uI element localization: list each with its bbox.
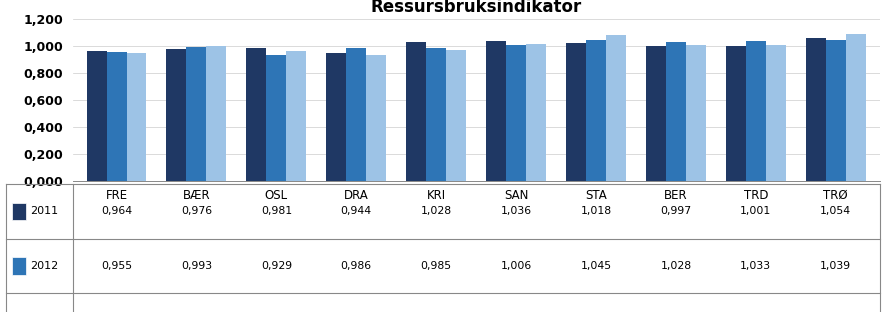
Text: 0,964: 0,964	[101, 206, 132, 217]
Bar	[106, 52, 127, 181]
Bar	[327, 53, 346, 181]
Text: 0,955: 0,955	[101, 261, 132, 271]
Bar	[187, 47, 206, 181]
Bar	[686, 45, 706, 181]
Bar	[566, 43, 586, 181]
Text: 1,054: 1,054	[820, 206, 851, 217]
Text: 0,976: 0,976	[181, 206, 212, 217]
Text: 2011: 2011	[30, 206, 58, 217]
Text: 1,028: 1,028	[420, 206, 451, 217]
Text: 0,993: 0,993	[181, 261, 212, 271]
Bar	[166, 49, 187, 181]
Text: 0,985: 0,985	[420, 261, 451, 271]
Title: Ressursbruksindikator: Ressursbruksindikator	[371, 0, 581, 16]
Bar	[87, 51, 106, 181]
Text: 0,986: 0,986	[341, 261, 372, 271]
Bar	[246, 48, 266, 181]
Bar	[846, 34, 866, 181]
Text: 1,033: 1,033	[740, 261, 772, 271]
Text: 0,929: 0,929	[261, 261, 292, 271]
Bar	[506, 45, 526, 181]
Bar	[805, 38, 826, 181]
Bar	[766, 45, 786, 181]
Bar	[646, 46, 666, 181]
Bar	[726, 46, 746, 181]
Bar	[826, 41, 846, 181]
Text: 1,006: 1,006	[500, 261, 532, 271]
Text: 2012: 2012	[30, 261, 58, 271]
Text: 1,001: 1,001	[740, 206, 772, 217]
Bar	[526, 44, 546, 181]
Bar	[427, 48, 446, 181]
Bar	[746, 41, 766, 181]
Bar	[346, 48, 366, 181]
Text: 0,981: 0,981	[261, 206, 292, 217]
Text: 1,028: 1,028	[660, 261, 691, 271]
Bar	[586, 40, 606, 181]
Bar	[406, 42, 427, 181]
Text: 0,944: 0,944	[341, 206, 372, 217]
Bar	[266, 55, 287, 181]
Text: 1,036: 1,036	[501, 206, 532, 217]
Bar	[127, 53, 147, 181]
Text: 1,018: 1,018	[581, 206, 612, 217]
Bar	[366, 55, 386, 181]
Text: 1,045: 1,045	[581, 261, 612, 271]
Bar	[287, 51, 306, 181]
Text: 1,039: 1,039	[820, 261, 851, 271]
Bar	[606, 35, 626, 181]
Bar	[666, 42, 686, 181]
Bar	[486, 41, 506, 181]
Bar	[206, 46, 227, 181]
Text: 0,997: 0,997	[660, 206, 691, 217]
Bar	[446, 50, 466, 181]
